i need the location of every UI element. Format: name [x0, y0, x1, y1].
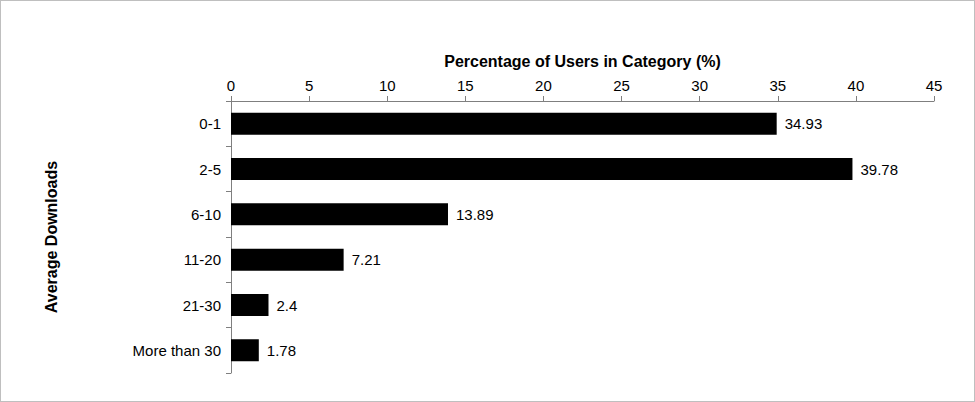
svg-text:15: 15: [457, 77, 474, 94]
svg-text:Percentage of Users in Categor: Percentage of Users in Category (%): [444, 53, 721, 70]
svg-text:Average Downloads: Average Downloads: [43, 161, 60, 313]
svg-text:More than 30: More than 30: [133, 342, 221, 359]
svg-text:1.78: 1.78: [267, 342, 296, 359]
svg-text:20: 20: [535, 77, 552, 94]
svg-text:45: 45: [926, 77, 943, 94]
svg-text:2-5: 2-5: [199, 161, 221, 178]
svg-text:35: 35: [769, 77, 786, 94]
svg-text:34.93: 34.93: [785, 115, 823, 132]
svg-text:2.4: 2.4: [276, 297, 297, 314]
svg-text:7.21: 7.21: [352, 251, 381, 268]
svg-text:39.78: 39.78: [860, 161, 898, 178]
svg-text:21-30: 21-30: [183, 297, 221, 314]
svg-text:0-1: 0-1: [199, 115, 221, 132]
svg-text:11-20: 11-20: [184, 251, 221, 268]
svg-text:13.89: 13.89: [456, 206, 494, 223]
svg-text:40: 40: [848, 77, 865, 94]
svg-text:6-10: 6-10: [191, 206, 221, 223]
svg-text:25: 25: [613, 77, 630, 94]
svg-text:5: 5: [305, 77, 313, 94]
svg-text:0: 0: [227, 77, 235, 94]
svg-text:10: 10: [379, 77, 396, 94]
svg-text:30: 30: [691, 77, 708, 94]
